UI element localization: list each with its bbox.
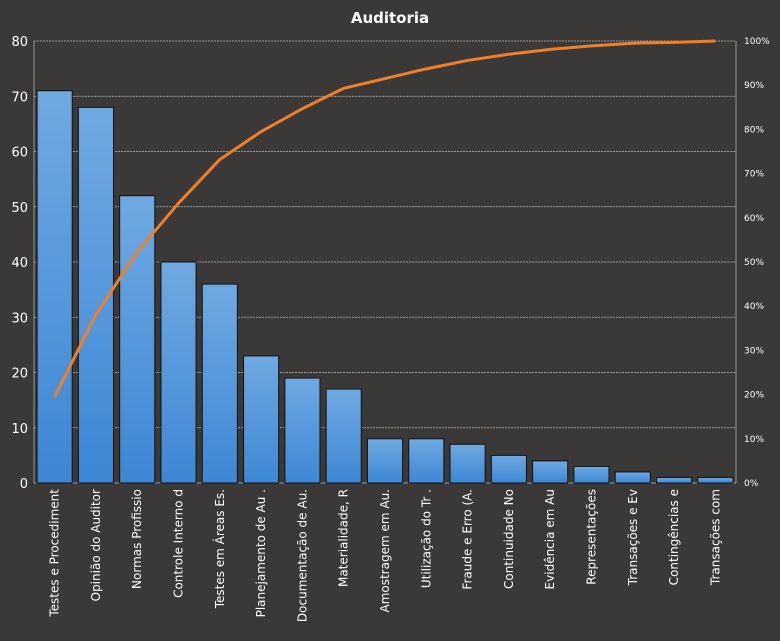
y2-tick-label: 100% (744, 37, 770, 47)
y2-tick-label: 50% (744, 258, 764, 268)
x-tick-label: Representações (584, 489, 598, 585)
x-tick-label: Opinião do Auditor (89, 489, 103, 601)
y2-tick-label: 0% (744, 479, 759, 489)
y2-tick-label: 10% (744, 435, 764, 445)
y2-tick-label: 60% (744, 214, 764, 224)
bar-0 (36, 90, 73, 484)
x-tick-label: Evidência em Au (543, 489, 557, 589)
x-tick-label: Fraude e Erro (A. (461, 489, 475, 590)
bar-16 (697, 476, 734, 484)
bar-3 (160, 261, 197, 484)
y-tick-label: 20 (11, 367, 28, 382)
x-tick-label: Transações e Ev (626, 489, 640, 586)
x-tick-label: Continuidade No (502, 489, 516, 589)
bar-15 (656, 476, 693, 484)
y-tick-label: 50 (11, 201, 28, 216)
y2-tick-label: 30% (744, 346, 764, 356)
x-tick-label: Controle Interno d (172, 489, 186, 598)
x-tick-label: Utilização do Tr . (419, 489, 433, 588)
bar-13 (573, 465, 610, 484)
y-tick-label: 60 (11, 146, 28, 161)
y2-tick-label: 80% (744, 125, 764, 135)
x-tick-label: Normas Profissio (130, 489, 144, 589)
y-tick-label: 70 (11, 90, 28, 105)
x-tick-label: Testes e Procediment (48, 489, 62, 618)
y2-tick-label: 70% (744, 170, 764, 180)
bar-2 (119, 195, 156, 484)
y2-tick-label: 40% (744, 302, 764, 312)
bar-9 (408, 438, 445, 484)
bar-11 (490, 454, 527, 484)
bar-14 (614, 471, 651, 484)
bar-7 (325, 388, 362, 484)
x-tick-label: Planejamento de Au . (254, 489, 268, 617)
x-tick-label: Documentação de Au. (295, 489, 309, 622)
bar-8 (366, 438, 404, 484)
bar-4 (201, 283, 238, 484)
y-tick-label: 80 (11, 35, 28, 50)
y-tick-label: 0 (20, 477, 28, 492)
y-tick-label: 10 (11, 422, 28, 437)
bar-12 (532, 460, 569, 484)
y-tick-label: 30 (11, 311, 28, 326)
x-tick-label: Contingências e (667, 489, 681, 585)
y2-tick-label: 20% (744, 391, 764, 401)
bar-10 (449, 443, 486, 484)
x-tick-label: Transações com (708, 489, 722, 586)
chart-title: Auditoria (351, 9, 429, 27)
x-tick-label: Amostragem em Au. (378, 489, 392, 613)
y2-tick-label: 90% (744, 81, 764, 91)
x-tick-label: Testes em Áreas Es. (212, 489, 227, 609)
bar-5 (243, 355, 280, 484)
y-tick-label: 40 (11, 256, 28, 271)
bar-6 (284, 377, 321, 484)
x-tick-label: Materialidade, R (337, 489, 351, 587)
